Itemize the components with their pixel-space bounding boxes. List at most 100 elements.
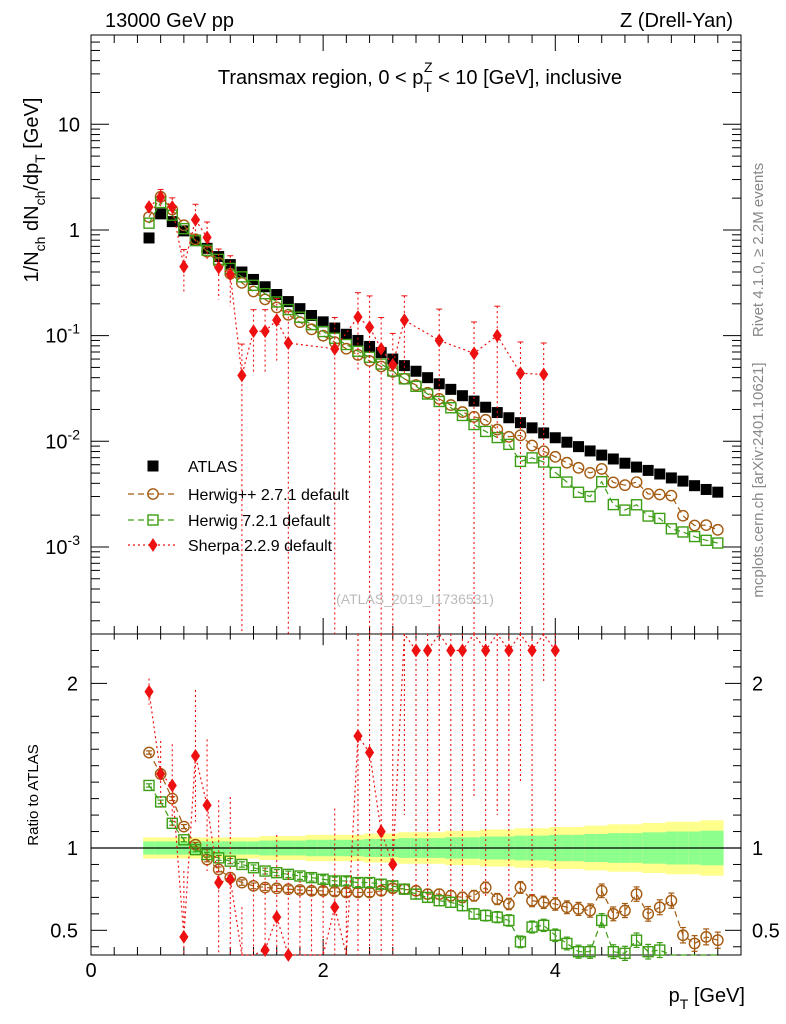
data-point-square: [201, 244, 213, 256]
title-sub: T: [423, 79, 432, 95]
data-point-diamond: [353, 310, 363, 324]
series-herwigpp: [143, 190, 724, 536]
data-point-circle: [665, 489, 678, 502]
data-point-diamond: [388, 357, 398, 372]
ratio-sherpa: [144, 632, 560, 962]
data-point-atlas: [352, 334, 364, 346]
data-point-square: [537, 456, 550, 468]
data-point-atlas: [317, 316, 329, 328]
data-point-atlas: [573, 441, 584, 453]
data-point-circle: [212, 863, 225, 876]
data-point-diamond: [376, 341, 386, 356]
ratio-y-tick-label: 1: [67, 838, 78, 860]
data-point-square: [236, 858, 248, 871]
data-point-circle: [711, 934, 724, 947]
data-point-atlas: [155, 208, 167, 220]
y-tick-label: 10-1: [45, 321, 80, 348]
data-point-square: [584, 946, 596, 958]
data-point-diamond: [399, 313, 409, 328]
data-point-circle: [584, 466, 597, 479]
legend-entry: Herwig 7.2.1 default: [188, 513, 331, 530]
data-point-diamond: [248, 324, 259, 339]
data-point-diamond: [330, 341, 340, 356]
data-point-square: [166, 817, 178, 830]
data-point-diamond: [214, 875, 224, 890]
data-point-square: [712, 537, 724, 549]
data-point-square: [572, 946, 585, 958]
data-point-circle: [619, 904, 631, 917]
data-point-square: [421, 388, 434, 400]
data-point-diamond: [469, 346, 479, 361]
data-point-square: [503, 438, 515, 451]
data-point-square: [549, 466, 561, 479]
y-tick-label: 10: [58, 114, 80, 136]
data-point-square: [526, 921, 538, 933]
data-point-circle: [549, 898, 562, 910]
data-point-diamond: [190, 212, 201, 227]
data-point-circle: [147, 488, 159, 500]
data-point-diamond: [283, 336, 293, 350]
data-point-square: [317, 873, 329, 885]
data-point-circle: [595, 463, 608, 475]
data-point-circle: [653, 488, 666, 501]
data-point-circle: [560, 901, 573, 914]
data-point-atlas: [619, 457, 631, 469]
data-point-diamond: [515, 366, 526, 381]
rivet-label: Rivet 4.1.0, ≥ 2.2M events: [750, 163, 767, 337]
data-point-square: [236, 271, 248, 283]
data-point-square: [688, 530, 701, 543]
data-point-circle: [560, 456, 573, 469]
data-point-diamond: [202, 230, 212, 245]
data-point-circle: [235, 876, 248, 889]
data-point-circle: [665, 894, 678, 907]
data-point-square: [189, 843, 202, 856]
data-point-square: [619, 947, 631, 960]
data-point-diamond: [388, 857, 398, 872]
data-point-square: [147, 514, 159, 526]
data-point-diamond: [144, 200, 154, 214]
data-point-circle: [468, 889, 480, 902]
data-point-square: [584, 490, 596, 503]
data-point-square: [282, 303, 295, 316]
data-point-circle: [711, 523, 724, 536]
data-point-atlas: [166, 216, 178, 228]
header-left: 13000 GeV pp: [105, 10, 234, 32]
legend: ATLAS Herwig++ 2.7.1 default Herwig 7.2.1 …: [128, 459, 350, 555]
data-point-square: [143, 217, 155, 229]
data-point-square: [247, 862, 260, 874]
data-point-diamond: [411, 643, 421, 658]
data-point-atlas: [456, 390, 468, 402]
data-point-diamond: [148, 538, 158, 552]
data-point-square: [607, 498, 620, 511]
data-point-square: [317, 325, 329, 338]
title-sup: Z: [424, 59, 433, 75]
data-point-diamond: [190, 748, 201, 763]
data-point-square: [178, 222, 190, 235]
data-point-diamond: [492, 328, 502, 343]
data-point-atlas: [584, 445, 596, 457]
data-point-circle: [259, 881, 272, 894]
data-point-diamond: [283, 948, 293, 962]
data-point-square: [526, 452, 538, 464]
series-sherpa: [144, 188, 549, 634]
ratio-y-tick-label-right: 2: [752, 673, 763, 695]
axes: 0 2 4 10 1 10-1 10-2 10-3 2 2 1 1 0.5 0.5: [45, 34, 780, 982]
mcplots-label: mcplots.cern.ch [arXiv:2401.10621]: [750, 362, 767, 597]
data-point-diamond: [156, 767, 166, 781]
data-point-circle: [607, 907, 620, 920]
data-point-square: [479, 425, 492, 438]
data-point-square: [259, 865, 271, 877]
data-point-atlas: [526, 422, 538, 434]
data-point-diamond: [330, 900, 340, 915]
data-point-diamond: [376, 824, 386, 839]
data-point-circle: [572, 461, 585, 474]
data-point-diamond: [167, 200, 177, 214]
data-point-diamond: [364, 320, 375, 335]
data-point-circle: [177, 820, 190, 833]
data-point-diamond: [504, 643, 514, 658]
data-point-square: [352, 876, 364, 889]
data-point-square: [514, 455, 527, 468]
data-point-square: [596, 914, 608, 927]
data-point-atlas: [665, 472, 677, 484]
